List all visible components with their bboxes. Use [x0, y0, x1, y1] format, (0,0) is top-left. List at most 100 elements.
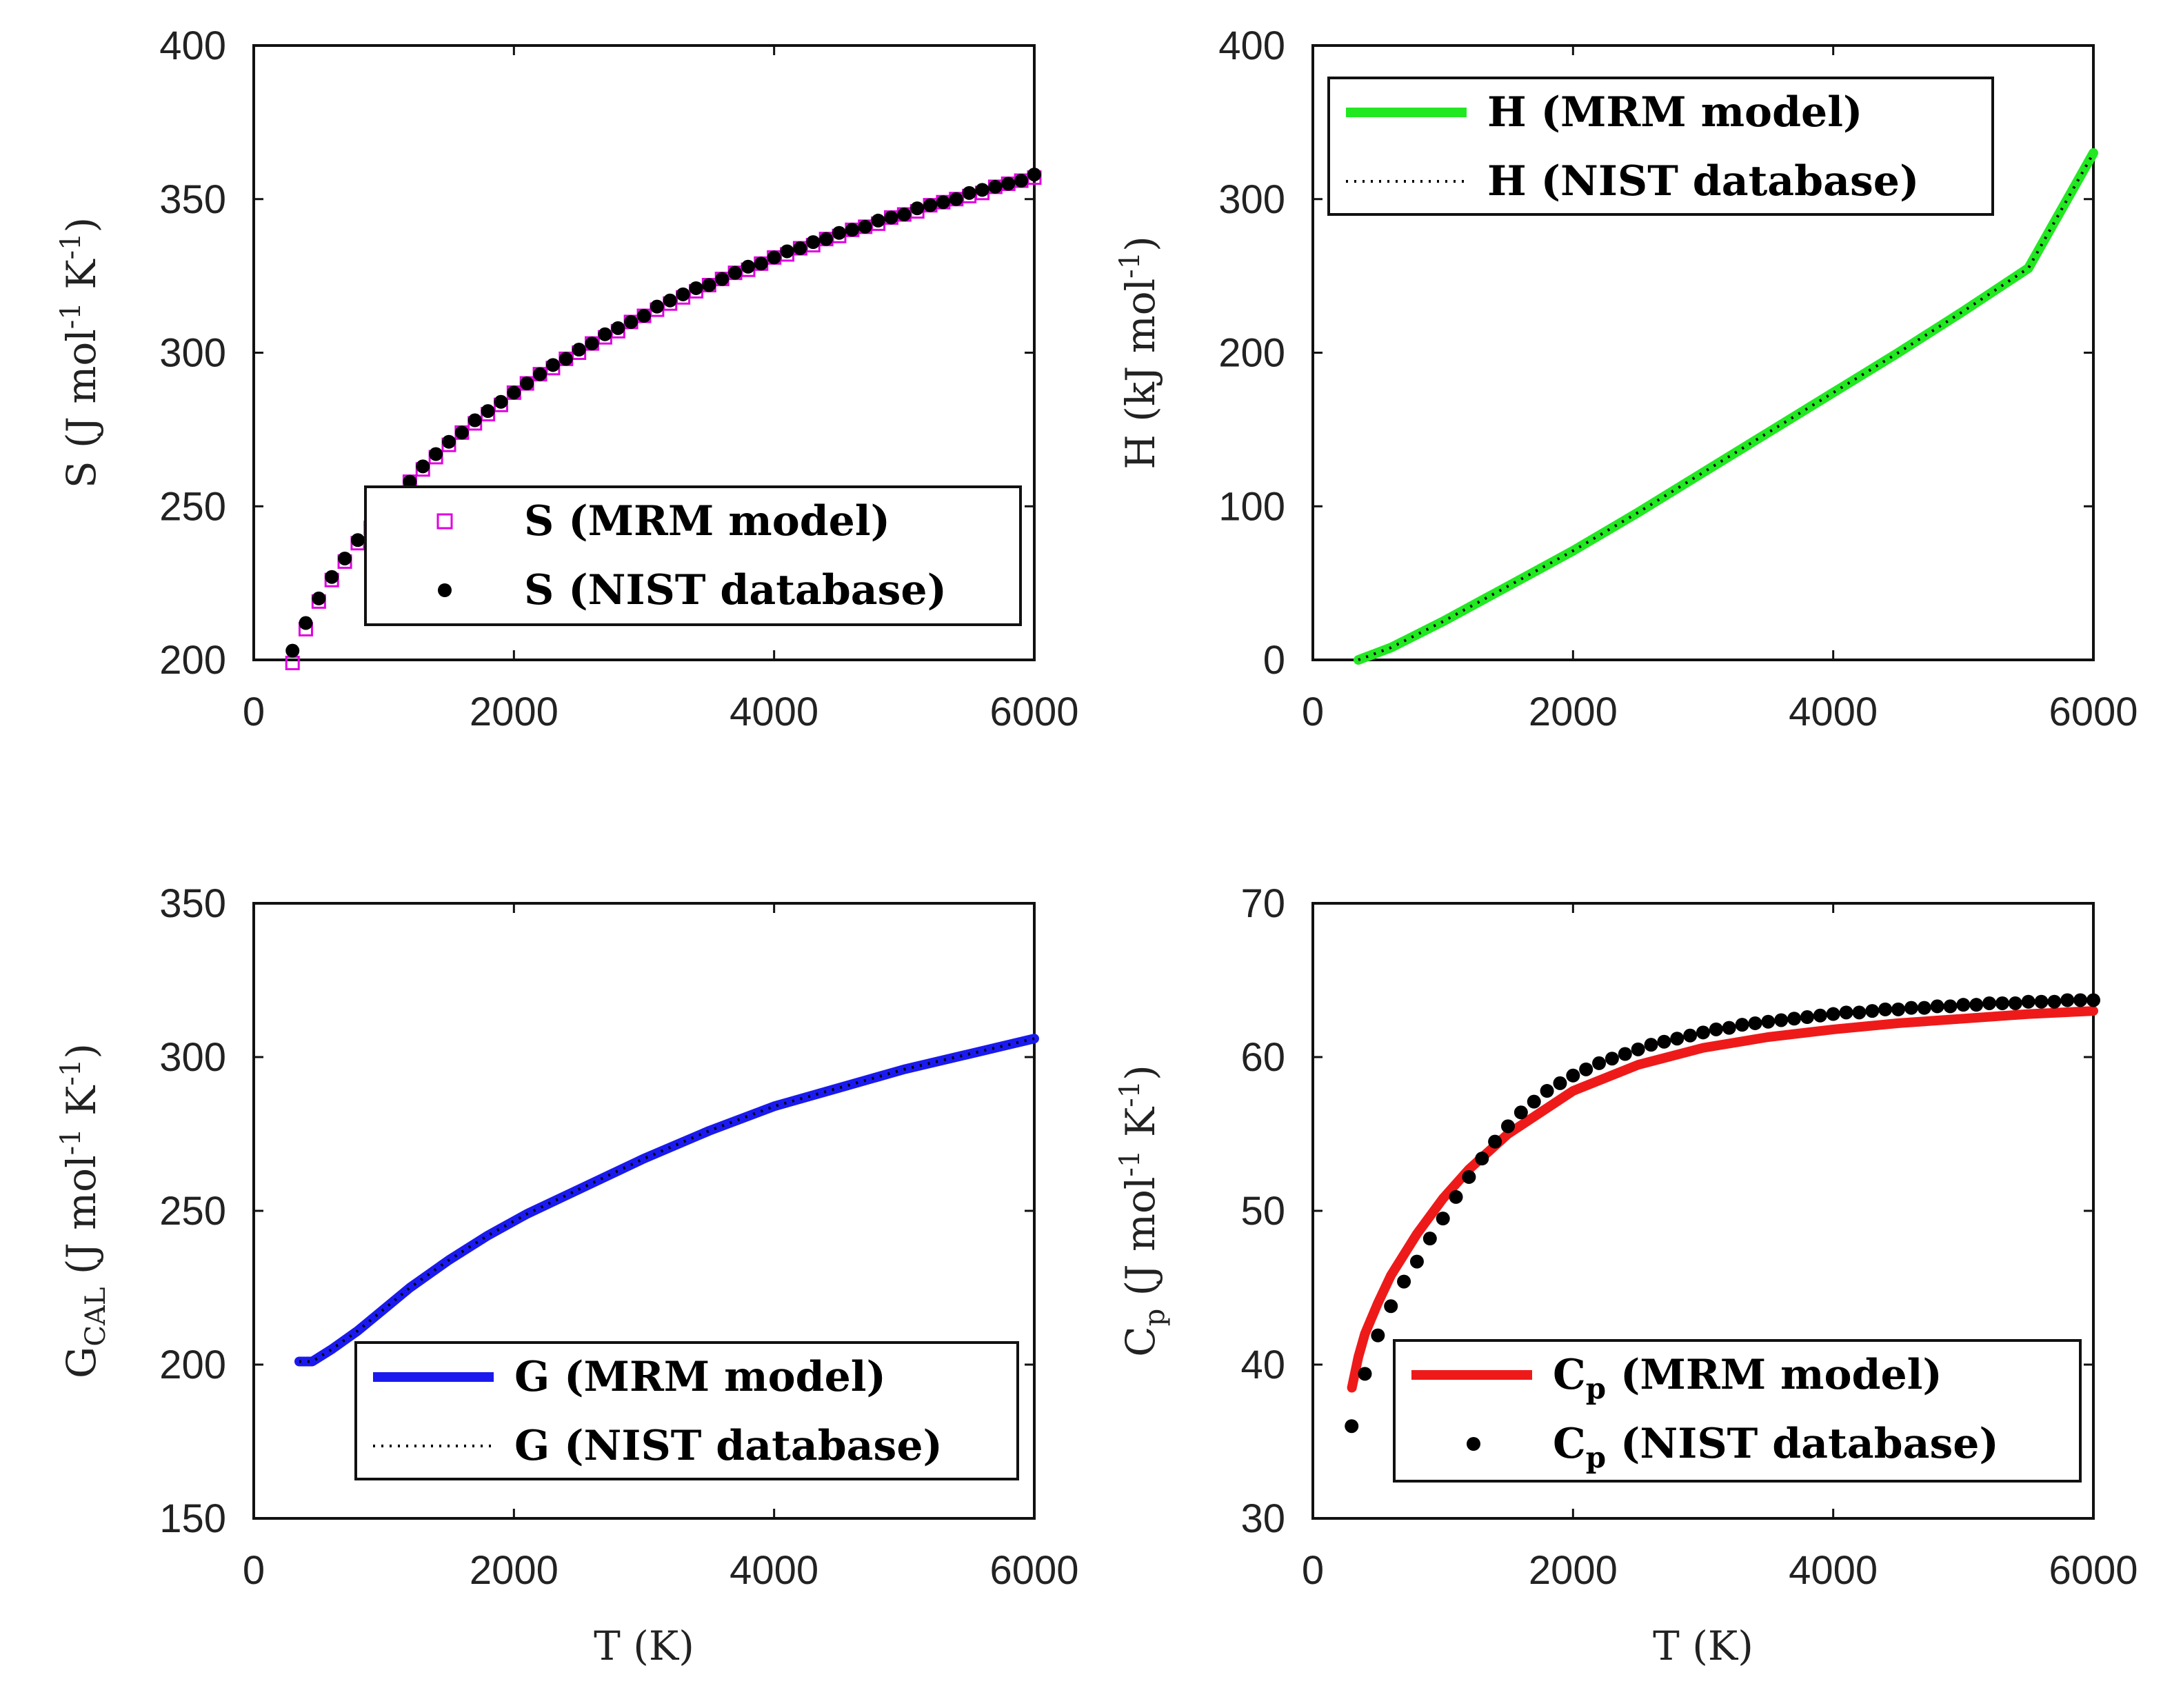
chart-panel-1: 0 2000 4000 6000 200 250 300 350 400 S (J mol-1 K…: [55, 23, 1079, 734]
y-axis-label: S (J mol-1 K-1): [55, 217, 105, 488]
data-point-dot: [1475, 1152, 1489, 1166]
series-2: [1345, 993, 2100, 1434]
data-point-dot: [1683, 1028, 1698, 1043]
legend-label: G (NIST database): [514, 1422, 943, 1470]
data-point-dot: [2047, 994, 2062, 1009]
data-point-dot: [1384, 1299, 1398, 1314]
data-point-dot: [1605, 1052, 1619, 1066]
data-point-dot: [741, 259, 755, 274]
series-2: [1358, 152, 2095, 661]
data-point-dot: [1904, 1001, 1918, 1015]
data-point-dot: [1397, 1274, 1411, 1289]
data-point-dot: [1696, 1025, 1710, 1040]
y-tick-label: 60: [1240, 1035, 1285, 1080]
legend: G (MRM model) G (NIST database): [354, 1341, 1019, 1480]
legend: H (MRM model) H (NIST database): [1327, 77, 1994, 216]
data-point-dot: [403, 474, 417, 489]
data-point-dot: [637, 309, 651, 323]
y-tick-label: 50: [1240, 1189, 1285, 1234]
series-2: [299, 1037, 1035, 1363]
data-point-dot: [285, 643, 300, 658]
y-axis-label: Cp (J mol-1 K-1): [1114, 1065, 1171, 1357]
x-tick-label: 6000: [2049, 1548, 2138, 1593]
series-1: [1354, 148, 2098, 665]
data-point-dot: [715, 272, 730, 286]
data-point-dot: [923, 198, 938, 212]
data-point-dot: [1930, 999, 1944, 1014]
legend-marker-dot: [438, 583, 452, 597]
y-tick-label: 300: [1218, 177, 1285, 222]
data-point-dot: [780, 244, 794, 259]
data-point-dot: [1409, 1254, 1424, 1269]
data-point-dot: [2060, 993, 2075, 1007]
data-point-dot: [858, 219, 872, 234]
data-point-dot: [1891, 1002, 1905, 1016]
x-axis-label: T (K): [1653, 1622, 1753, 1669]
data-point-dot: [1514, 1105, 1528, 1120]
data-point-dot: [806, 235, 821, 250]
data-point-dot: [416, 459, 430, 474]
data-point-dot: [1774, 1013, 1789, 1027]
data-point-dot: [1826, 1007, 1840, 1021]
data-point-dot: [1943, 999, 1958, 1014]
data-point-dot: [1839, 1005, 1853, 1020]
y-tick-label: 30: [1240, 1496, 1285, 1541]
y-tick-label: 200: [159, 638, 226, 683]
data-point-dot: [1345, 1419, 1359, 1434]
legend-label: Cp (NIST database): [1553, 1420, 1999, 1474]
data-point-dot: [1969, 998, 1984, 1012]
data-point-dot: [1618, 1047, 1632, 1061]
data-point-dot: [1852, 1005, 1867, 1020]
data-point-dot: [1813, 1008, 1827, 1023]
x-tick-label: 0: [243, 690, 265, 734]
data-point-dot: [767, 250, 781, 265]
data-point-dot: [442, 434, 456, 449]
data-point-dot: [1917, 1001, 1931, 1015]
x-tick-label: 0: [1302, 1548, 1324, 1593]
y-tick-label: 200: [1218, 331, 1285, 376]
y-tick-label: 300: [159, 1035, 226, 1080]
data-point-dot: [819, 232, 834, 246]
data-point-dot: [299, 616, 313, 630]
data-point-dot: [545, 358, 560, 372]
data-point-dot: [467, 413, 482, 428]
data-point-dot: [676, 287, 690, 301]
data-point-dot: [1371, 1328, 1385, 1343]
series-line-dotted: [299, 1037, 1035, 1363]
legend-label: Cp (MRM model): [1553, 1351, 1942, 1405]
data-point-dot: [338, 551, 352, 565]
data-point-dot: [1488, 1134, 1502, 1149]
legend-label: H (MRM model): [1487, 88, 1862, 137]
data-point-dot: [1657, 1034, 1671, 1049]
data-point-dot: [1644, 1038, 1658, 1052]
data-point-dot: [1722, 1021, 1736, 1035]
data-point-dot: [1709, 1022, 1723, 1036]
y-tick-label: 350: [159, 881, 226, 926]
data-point-dot: [910, 201, 925, 216]
series-1: [1347, 1006, 2098, 1393]
y-tick-label: 150: [159, 1496, 226, 1541]
data-point-dot: [312, 591, 326, 605]
chart-panel-3: 0 2000 4000 6000 150 200 250 300 350 GCAL (J mol-…: [55, 881, 1079, 1669]
x-tick-label: 2000: [470, 1548, 559, 1593]
x-tick-label: 2000: [1529, 1548, 1618, 1593]
y-tick-label: 250: [159, 484, 226, 529]
data-point-dot: [533, 367, 547, 381]
data-point-dot: [793, 241, 807, 256]
data-point-dot: [572, 343, 586, 357]
x-tick-label: 4000: [730, 1548, 818, 1593]
data-point-dot: [1027, 168, 1041, 182]
x-tick-label: 6000: [989, 1548, 1078, 1593]
data-point-dot: [2086, 993, 2100, 1007]
x-tick-label: 2000: [470, 690, 559, 734]
series-line: [1354, 148, 2098, 665]
data-point-dot: [962, 185, 976, 200]
data-point-dot: [975, 183, 989, 197]
y-tick-label: 350: [159, 177, 226, 222]
data-point-dot: [1501, 1119, 1515, 1134]
data-point-dot: [1358, 1367, 1372, 1381]
chart-panel-4: 0 2000 4000 6000 30 40 50 60 70 Cp (J mol-1 K-1) T…: [1114, 881, 2138, 1669]
data-point-dot: [2034, 994, 2049, 1009]
data-point-dot: [936, 195, 950, 210]
